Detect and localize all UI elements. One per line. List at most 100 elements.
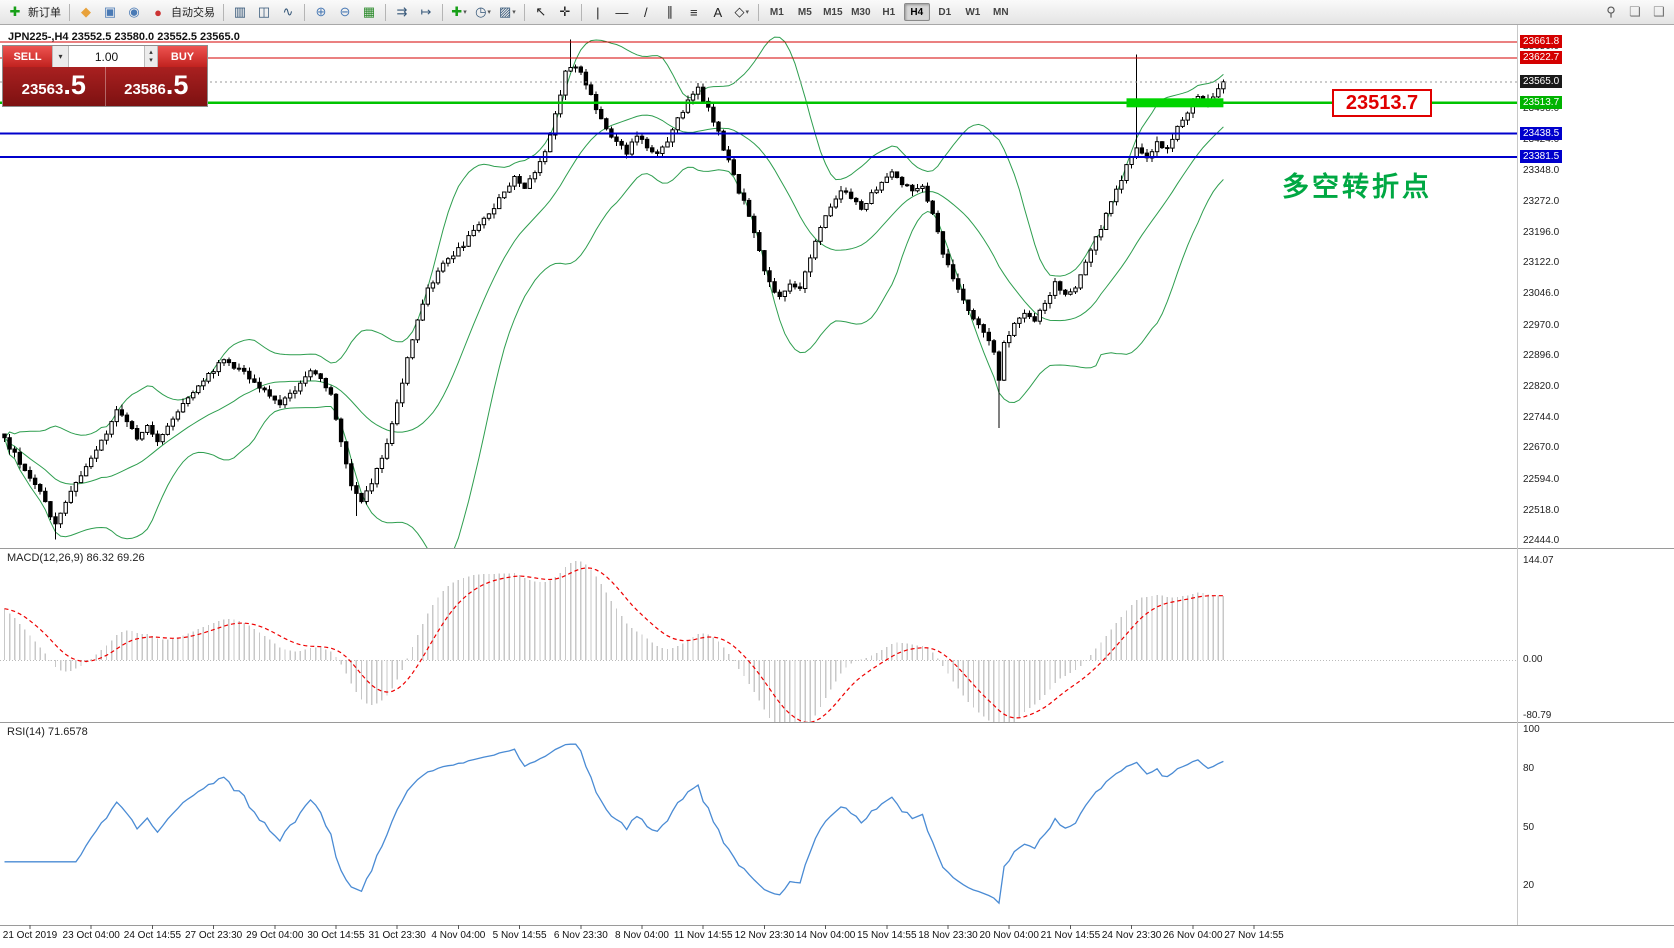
candlestick-chart-icon[interactable]: ◫	[253, 2, 275, 22]
chart-windows-icon[interactable]: ▣	[99, 2, 121, 22]
search-icon: ⚲	[1606, 4, 1616, 19]
sell-price[interactable]: 23563.5	[3, 67, 106, 106]
fibonacci-icon: ≡	[690, 4, 698, 20]
price-tick: 23348.0	[1523, 164, 1560, 176]
price-tick: 22820.0	[1523, 380, 1560, 392]
mql5-community-icon[interactable]: ◆	[75, 2, 97, 22]
volume-input[interactable]	[68, 46, 144, 67]
timeframe-mn-button[interactable]: MN	[988, 3, 1014, 21]
crosshair-icon: ✛	[559, 4, 571, 19]
timeframe-h1-button[interactable]: H1	[876, 3, 902, 21]
price-tick: 23196.0	[1523, 226, 1560, 238]
channel-icon: ∥	[666, 4, 674, 19]
time-label: 27 Oct 23:30	[184, 930, 243, 941]
autotrading-label[interactable]: 自动交易	[171, 7, 215, 19]
indicators-icon[interactable]: ✚ ▾	[448, 2, 470, 22]
price-tag: 23381.5	[1520, 149, 1563, 163]
text-icon: A	[713, 4, 723, 20]
one-click-trading-panel: SELL ▾ ▴ ▾ BUY 23563.5 23586.5	[2, 45, 208, 107]
volume-up-arrow[interactable]: ▴	[149, 48, 153, 56]
periods-icon[interactable]: ◷ ▾	[472, 2, 494, 22]
chart-windows-icon: ▣	[103, 4, 117, 19]
templates-icon[interactable]: ▨ ▾	[496, 2, 519, 22]
mql5-community-icon: ◆	[81, 4, 91, 19]
timeframe-h4-button[interactable]: H4	[903, 3, 930, 21]
search-icon[interactable]: ⚲	[1600, 2, 1622, 22]
time-axis[interactable]: 21 Oct 2019 23 Oct 04:00 24 Oct 14:55 27 Oc…	[0, 928, 1674, 948]
buy-price-frac: .5	[165, 70, 189, 100]
vertical-line-icon[interactable]: |	[587, 2, 609, 22]
shapes-icon[interactable]: ◇ ▾	[731, 2, 753, 22]
buy-price[interactable]: 23586.5	[106, 67, 208, 106]
time-label: 30 Oct 14:55	[307, 930, 365, 941]
new-order-label[interactable]: 新订单	[28, 7, 61, 19]
time-label: 14 Nov 04:00	[795, 930, 856, 941]
autotrading-icon[interactable]: ●	[147, 2, 169, 22]
time-label: 18 Nov 23:30	[918, 930, 978, 941]
vertical-line-icon: |	[596, 4, 600, 20]
price-tag: 23438.5	[1520, 126, 1563, 140]
sell-button[interactable]: SELL	[3, 46, 52, 67]
timeframe-d1-button[interactable]: D1	[932, 3, 958, 21]
chart-shift-icon[interactable]: ↦	[415, 2, 437, 22]
buy-button[interactable]: BUY	[158, 46, 207, 67]
zoom-in-icon: ⊕	[315, 4, 327, 19]
rsi-tick: 100	[1523, 724, 1540, 735]
trade-panel-prices: 23563.5 23586.5	[3, 67, 207, 106]
timeframe-m1-button[interactable]: M1	[764, 3, 790, 21]
time-label: 8 Nov 04:00	[615, 930, 669, 941]
new-order-icon: ✚	[9, 4, 21, 19]
volume-stepper[interactable]: ▴ ▾	[144, 46, 158, 67]
macd-tick: -80.79	[1523, 709, 1552, 721]
rsi-tick: 80	[1523, 763, 1535, 774]
cursor-icon: ↖	[535, 4, 547, 19]
timeframe-w1-button[interactable]: W1	[960, 3, 986, 21]
toolbar-divider	[580, 3, 582, 21]
auto-scroll-icon[interactable]: ⇉	[391, 2, 413, 22]
community-chat-icon[interactable]: ❑	[1648, 2, 1670, 22]
price-tick: 23046.0	[1523, 288, 1560, 300]
crosshair-icon[interactable]: ✛	[554, 2, 576, 22]
fibonacci-icon[interactable]: ≡	[683, 2, 705, 22]
channel-icon[interactable]: ∥	[659, 2, 681, 22]
turning-point-annotation[interactable]: 多空转折点	[1282, 172, 1432, 202]
text-icon[interactable]: A	[707, 2, 729, 22]
price-chart-canvas[interactable]	[0, 25, 1674, 948]
timeframe-m15-button[interactable]: M15	[820, 3, 846, 21]
price-tick: 23272.0	[1523, 195, 1560, 207]
horizontal-line-icon[interactable]: —	[611, 2, 633, 22]
macd-tick: 0.00	[1523, 654, 1543, 665]
new-order-icon[interactable]: ✚	[4, 2, 26, 22]
zoom-out-icon[interactable]: ⊖	[334, 2, 356, 22]
price-tick: 22518.0	[1523, 504, 1560, 516]
time-label: 20 Nov 04:00	[979, 930, 1039, 941]
time-label: 29 Oct 04:00	[246, 930, 304, 941]
timeframe-m30-button[interactable]: M30	[848, 3, 874, 21]
trendline-icon: /	[644, 4, 648, 20]
cursor-icon[interactable]: ↖	[530, 2, 552, 22]
price-tick: 22594.0	[1523, 473, 1560, 485]
shapes-icon: ◇	[734, 4, 745, 19]
chat-icon[interactable]: ❏	[1624, 2, 1646, 22]
auto-scroll-icon: ⇉	[396, 4, 408, 19]
price-annotation-box[interactable]: 23513.7	[1332, 89, 1432, 117]
price-tag: 23661.8	[1520, 35, 1563, 49]
line-chart-icon[interactable]: ∿	[277, 2, 299, 22]
time-label: 15 Nov 14:55	[857, 930, 917, 941]
tile-windows-icon[interactable]: ▦	[358, 2, 380, 22]
rsi-tick: 20	[1523, 880, 1535, 891]
price-axis[interactable]: 23650.023498.023424.023348.023272.023196…	[1519, 25, 1673, 948]
volume-down-arrow[interactable]: ▾	[149, 56, 153, 64]
volume-preset-dropdown[interactable]: ▾	[52, 46, 68, 67]
time-label: 27 Nov 14:55	[1224, 930, 1284, 941]
bar-chart-icon[interactable]: ▥	[229, 2, 251, 22]
time-label: 24 Nov 23:30	[1101, 930, 1162, 941]
price-tick: 22970.0	[1523, 319, 1560, 331]
price-tag: 23565.0	[1520, 74, 1563, 88]
news-icon[interactable]: ◉	[123, 2, 145, 22]
timeframe-m5-button[interactable]: M5	[792, 3, 818, 21]
zoom-in-icon[interactable]: ⊕	[310, 2, 332, 22]
autotrading-icon: ●	[154, 4, 162, 20]
trendline-icon[interactable]: /	[635, 2, 657, 22]
